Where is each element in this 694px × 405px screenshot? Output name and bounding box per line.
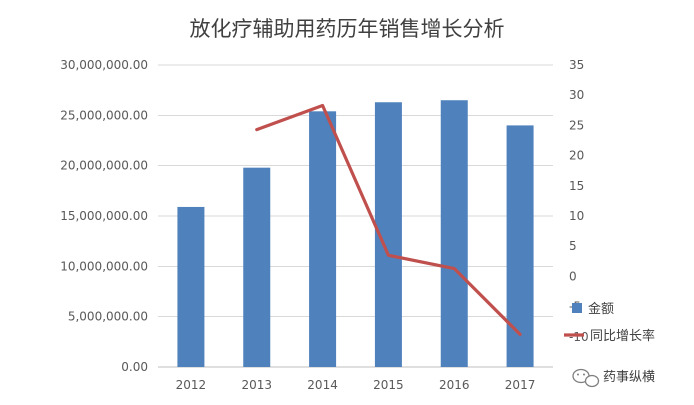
x-tick-label: 2016 [439,378,470,392]
left-axis-ticks: 0.00 5,000,000.00 10,000,000.00 15,000,000.… [60,58,148,374]
y2-tick-label: 15 [569,179,584,193]
line-series [255,103,522,336]
bar [506,125,534,368]
bar [309,111,337,367]
x-tick-label: 2014 [307,378,338,392]
y-tick-label: 10,000,000.00 [60,259,148,273]
x-tick-label: 2013 [241,378,272,392]
y2-tick-label: 30 [569,88,584,102]
y2-tick-label: 10 [569,209,584,223]
wechat-icon [572,368,600,388]
y-tick-label: 5,000,000.00 [68,310,148,324]
legend-swatch-bar [572,303,582,313]
x-tick-label: 2017 [505,378,536,392]
legend-label: 同比增长率 [590,328,655,344]
y2-tick-label: 0 [569,269,577,283]
y-tick-label: 25,000,000.00 [60,108,148,122]
bar [177,206,205,367]
watermark-text: 药事纵横 [603,370,655,385]
right-axis-ticks: -10-505101520253035 [569,58,589,344]
y2-tick-label: 35 [569,58,584,72]
chart-title: 放化疗辅助用药历年销售增长分析 [190,17,505,41]
bar [440,100,468,367]
y-tick-label: 20,000,000.00 [60,159,148,173]
y2-tick-label: 25 [569,118,584,132]
y2-tick-label: 5 [569,239,577,253]
x-tick-label: 2015 [373,378,404,392]
x-axis-ticks: 2012 2013 2014 2015 2016 2017 [176,378,536,392]
bar [243,167,271,367]
y-tick-label: 15,000,000.00 [60,209,148,223]
gridlines [158,64,553,368]
legend-label: 金额 [588,301,614,317]
bar-series [177,100,534,368]
y2-tick-label: -10 [569,330,589,344]
y-tick-label: 0.00 [121,360,148,374]
y2-tick-label: 20 [569,149,584,163]
x-tick-label: 2012 [176,378,207,392]
watermark: 药事纵横 [572,368,655,388]
y-tick-label: 30,000,000.00 [60,58,148,72]
